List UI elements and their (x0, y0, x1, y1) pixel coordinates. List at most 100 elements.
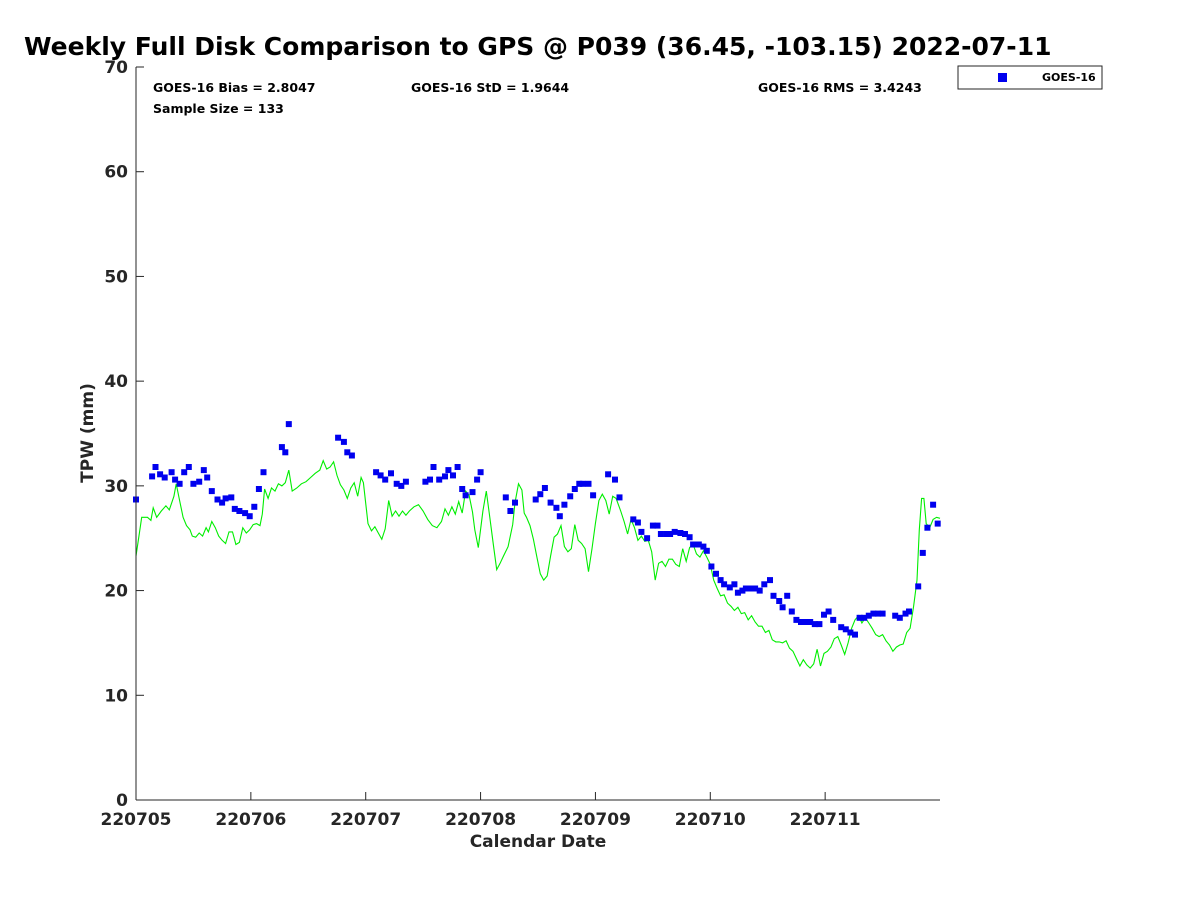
goes-16-data-point (161, 474, 168, 481)
x-tick-label: 220706 (215, 810, 286, 830)
goes-16-data-point (695, 541, 702, 548)
goes-16-data-point (742, 585, 749, 592)
goes-16-data-point (152, 464, 159, 470)
gps-tpw-line (135, 459, 941, 669)
goes-16-data-point (634, 519, 641, 526)
goes-16-data-point (930, 501, 937, 508)
goes-16-data-point (172, 476, 179, 483)
goes-16-data-point (454, 464, 461, 470)
goes-16-data-point (616, 494, 623, 501)
goes-16-data-point (852, 631, 858, 638)
goes-16-data-point (507, 508, 514, 514)
goes-16-data-point (649, 522, 656, 529)
goes-16-data-point (739, 587, 746, 594)
goes-16-data-point (445, 467, 452, 474)
x-tick-label: 220710 (675, 810, 746, 830)
goes-16-data-point (892, 612, 899, 619)
x-tick-label: 220711 (790, 810, 861, 830)
y-tick-label: 50 (104, 267, 128, 287)
goes-16-data-point (825, 608, 832, 615)
legend-marker-goes-16 (998, 73, 1007, 82)
goes-16-data-point (605, 471, 612, 478)
goes-16-data-point (373, 469, 380, 476)
goes-16-data-point (756, 587, 763, 594)
x-axis-ticks: 220705 220706 220707 220708 220709 220710 2207… (101, 792, 861, 830)
goes-16-data-point (752, 585, 759, 592)
goes-16-data-point (579, 480, 586, 487)
goes-16-data-point (285, 421, 292, 428)
goes-16-data-point (842, 626, 849, 633)
goes-16-data-point (260, 469, 267, 476)
goes-16-data-point (571, 486, 578, 492)
goes-16-data-point (541, 485, 548, 491)
goes-16-data-point (382, 476, 389, 483)
goes-16-data-point (282, 449, 289, 456)
x-axis-label: Calendar Date (470, 832, 607, 852)
y-tick-label: 60 (104, 163, 128, 183)
y-tick-label: 30 (104, 477, 128, 497)
goes-16-data-point (686, 534, 693, 541)
goes-16-data-point (811, 621, 818, 628)
goes-16-data-point (512, 499, 518, 506)
goes-16-data-point (788, 608, 795, 615)
y-axis-ticks: 0 10 20 30 40 50 60 70 (104, 58, 144, 811)
goes-16-data-point (731, 581, 738, 588)
goes-16-data-point (747, 585, 754, 592)
goes-16-data-point (204, 474, 211, 481)
goes-16-data-point (251, 503, 258, 510)
goes-16-data-point (847, 629, 854, 636)
goes-16-data-point (802, 619, 809, 625)
chart-title: Weekly Full Disk Comparison to GPS @ P03… (24, 32, 1051, 61)
goes-16-data-point (176, 480, 183, 487)
goes-16-data-point (450, 472, 456, 479)
goes-16-data-point (875, 610, 881, 617)
goes-16-data-point (502, 494, 509, 501)
goes-16-data-point (821, 611, 827, 618)
goes-16-data-point (200, 467, 207, 474)
goes-16-data-point (377, 472, 384, 479)
goes-16-data-point (612, 476, 618, 483)
y-axis-label: TPW (mm) (78, 383, 98, 483)
goes-16-data-point (779, 604, 786, 611)
goes-16-data-point (181, 469, 188, 476)
goes-16-data-point (430, 464, 437, 470)
goes-16-data-point (700, 543, 707, 550)
goes-16-data-point (231, 505, 238, 512)
goes-16-data-point (590, 492, 597, 499)
goes-16-data-point (469, 489, 476, 496)
goes-16-data-point (561, 501, 568, 508)
goes-16-data-point (532, 496, 539, 503)
goes-16-data-point (427, 476, 433, 483)
goes-16-data-point (734, 589, 741, 596)
legend-box (957, 65, 1103, 90)
goes-16-data-point (246, 513, 253, 520)
goes-16-data-point (807, 619, 814, 625)
goes-16-data-point (838, 624, 845, 631)
goes-16-data-point (934, 520, 941, 527)
stat-sample-size: Sample Size = 133 (153, 101, 284, 116)
goes-16-data-point (157, 471, 164, 478)
y-tick-label: 20 (104, 582, 128, 602)
goes-16-data-point (553, 504, 560, 511)
goes-16-data-point (422, 478, 429, 485)
goes-16-data-point (657, 531, 664, 537)
goes-16-data-point (340, 438, 347, 445)
goes-16-data-point (865, 612, 872, 619)
goes-16-data-point (776, 598, 783, 604)
goes-16-data-point (462, 492, 469, 499)
x-tick-label: 220705 (101, 810, 172, 830)
goes-16-data-point (168, 469, 175, 476)
goes-16-data-point (236, 508, 243, 514)
goes-16-data-point (644, 535, 651, 542)
goes-16-data-point (816, 621, 823, 628)
goes-16-data-point (906, 608, 912, 615)
goes-16-data-point (690, 541, 697, 548)
goes-16-data-point (630, 516, 637, 523)
goes-16-data-point (671, 528, 678, 535)
goes-16-data-point (344, 449, 351, 456)
y-tick-label: 0 (116, 791, 128, 811)
goes-16-data-point (830, 616, 837, 623)
goes-16-data-point (576, 480, 583, 487)
y-tick-label: 10 (104, 686, 128, 706)
